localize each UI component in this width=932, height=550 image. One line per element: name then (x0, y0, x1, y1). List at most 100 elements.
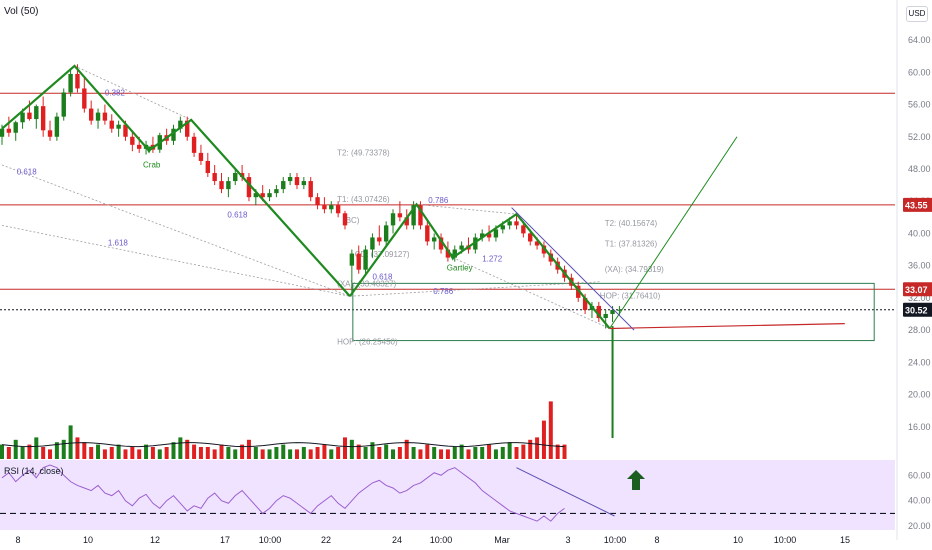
time-tick-label: 12 (150, 535, 160, 545)
candle-body (233, 173, 238, 182)
candle-body (411, 205, 416, 226)
volume-bar (411, 447, 416, 459)
candle-body (349, 253, 355, 266)
price-tick-label: 48.00 (908, 164, 931, 174)
candle-body (322, 205, 327, 210)
rsi-background (0, 460, 895, 530)
volume-bar (109, 447, 114, 459)
candle-body (61, 92, 66, 117)
time-tick-label: 17 (220, 535, 230, 545)
candle-body (390, 213, 396, 226)
candle-body (425, 225, 430, 242)
volume-bar (391, 449, 396, 459)
volume-bar (514, 447, 519, 459)
candle-body (493, 229, 499, 238)
candle-body (363, 249, 368, 270)
volume-bar (54, 442, 59, 459)
volume-bar (493, 449, 498, 459)
projection-line (609, 136, 738, 329)
volume-bar (500, 447, 505, 459)
fib-annotation: 1.618 (108, 239, 129, 248)
currency-button[interactable]: USD (906, 6, 928, 22)
fib-annotation: CD: (37.09127) (355, 250, 410, 259)
candle-body (534, 241, 540, 246)
volume-bar (336, 447, 341, 459)
volume-bar (473, 447, 478, 459)
candle-body (226, 181, 231, 190)
volume-bar (157, 449, 162, 459)
volume-bar (96, 444, 101, 459)
volume-bar (253, 447, 258, 459)
volume-bar (144, 444, 149, 459)
volume-bar (240, 444, 245, 459)
fib-annotation: 0.618 (17, 168, 38, 177)
price-tick-label: 56.00 (908, 100, 931, 110)
candle-body (315, 197, 320, 206)
volume-bar (535, 437, 540, 459)
volume-bar (329, 449, 334, 459)
volume-bar (548, 401, 553, 459)
candle-body (418, 205, 423, 226)
volume-bar (20, 447, 25, 459)
volume-bar (384, 444, 389, 459)
volume-bar (480, 447, 485, 459)
price-tick-label: 52.00 (908, 132, 931, 142)
candle-body (109, 120, 114, 129)
volume-bar (102, 449, 107, 459)
fib-guide-line (416, 204, 517, 215)
candle-body (576, 285, 581, 298)
candle-body (377, 237, 382, 242)
price-tag-label: 30.52 (905, 305, 928, 315)
fib-annotation: T1: (37.81326) (605, 239, 658, 248)
volume-bar (452, 447, 457, 459)
volume-bar (274, 447, 279, 459)
volume-bar (116, 444, 121, 459)
fib-annotation: T1: (43.07426) (337, 195, 390, 204)
fib-annotation: T2: (49.73378) (337, 148, 390, 157)
volume-bar (555, 444, 560, 459)
volume-bar (281, 444, 286, 459)
volume-bar (130, 447, 135, 459)
candle-body (370, 237, 375, 250)
volume-bar (89, 447, 94, 459)
time-tick-label: 8 (15, 535, 20, 545)
volume-bar (404, 439, 409, 459)
candle-body (514, 221, 519, 226)
candle-body (0, 128, 5, 137)
candle-body (27, 112, 32, 120)
volume-bar (466, 449, 471, 459)
volume-bar (178, 437, 183, 459)
volume-bar (171, 442, 176, 459)
candle-body (438, 237, 444, 250)
fib-annotation: 0.786 (428, 196, 449, 205)
time-axis[interactable]: 8 10 12 17 10:00 22 24 10:00 Mar 3 10:00 8 10 10:00 15 (15, 535, 850, 545)
fib-guide-line (452, 257, 610, 329)
candle-body (486, 233, 492, 238)
volume-pane (0, 401, 567, 459)
time-tick-label: 10 (733, 535, 743, 545)
candle-body (582, 297, 588, 310)
pattern-marker-icon (145, 146, 153, 154)
candle-body (274, 189, 279, 194)
candle-body (459, 245, 464, 250)
volume-bar (267, 449, 272, 459)
pattern-marker-icon (448, 253, 457, 261)
up-arrow-icon (627, 470, 645, 490)
fib-annotation: (BC) (343, 216, 360, 225)
fib-annotation: 0.618 (227, 210, 248, 219)
candle-body (13, 122, 18, 133)
fib-annotation: 1.272 (482, 255, 503, 264)
candle-body (54, 116, 60, 137)
volume-bar (418, 449, 423, 459)
candle-body (356, 253, 361, 270)
volume-bar (432, 447, 437, 459)
candle-body (246, 177, 252, 198)
volume-bar (445, 449, 450, 459)
volume-bar (137, 449, 142, 459)
rsi-label: RSI (14, close) (4, 466, 64, 476)
candle-body (253, 193, 259, 198)
time-tick-label: Mar (494, 535, 510, 545)
candle-body (137, 144, 142, 149)
